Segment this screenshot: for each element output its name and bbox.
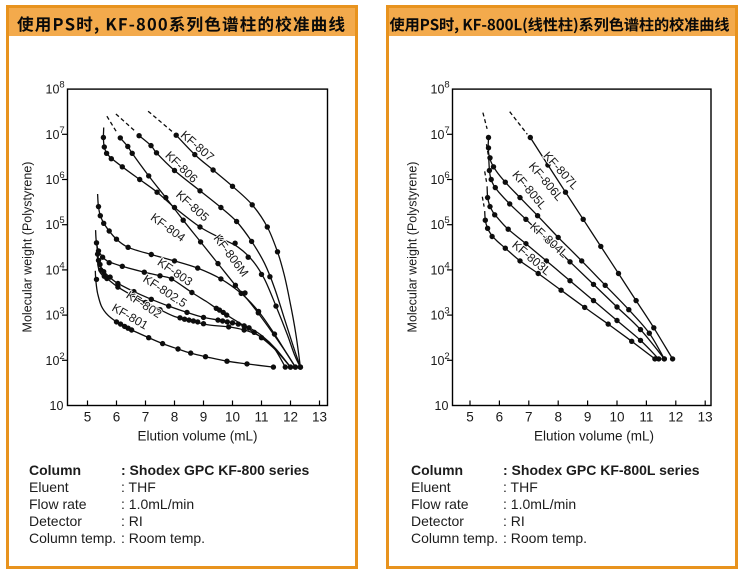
svg-text:5: 5: [466, 410, 474, 425]
svg-text:103: 103: [46, 306, 65, 323]
svg-text:10: 10: [50, 399, 64, 413]
svg-text:Elution volume (mL): Elution volume (mL): [534, 429, 654, 444]
svg-text:Molecular weight (Polystyrene): Molecular weight (Polystyrene): [406, 162, 420, 333]
svg-text:105: 105: [431, 215, 450, 232]
svg-text:8: 8: [554, 410, 562, 425]
svg-text:KF-806M: KF-806M: [211, 232, 252, 280]
svg-text:102: 102: [431, 351, 450, 368]
svg-text:7: 7: [525, 410, 533, 425]
svg-text:10: 10: [609, 410, 624, 425]
svg-text:104: 104: [46, 260, 65, 277]
svg-text:106: 106: [431, 170, 450, 187]
svg-text:KF-805: KF-805: [173, 188, 212, 225]
svg-text:7: 7: [142, 410, 150, 425]
svg-text:12: 12: [283, 410, 298, 425]
svg-text:11: 11: [639, 410, 653, 425]
svg-text:107: 107: [46, 125, 65, 142]
svg-text:108: 108: [46, 80, 65, 97]
svg-text:9: 9: [584, 410, 592, 425]
svg-text:KF-804: KF-804: [148, 210, 188, 245]
svg-text:12: 12: [668, 410, 683, 425]
svg-text:106: 106: [46, 170, 65, 187]
svg-text:9: 9: [200, 410, 208, 425]
svg-text:13: 13: [698, 410, 713, 425]
svg-text:6: 6: [496, 410, 504, 425]
svg-text:8: 8: [171, 410, 179, 425]
svg-text:Elution volume (mL): Elution volume (mL): [137, 429, 257, 444]
svg-text:105: 105: [46, 215, 65, 232]
svg-text:11: 11: [254, 410, 268, 425]
svg-text:6: 6: [113, 410, 121, 425]
svg-text:108: 108: [431, 80, 450, 97]
svg-text:103: 103: [431, 306, 450, 323]
svg-text:104: 104: [431, 260, 450, 277]
svg-text:10: 10: [225, 410, 240, 425]
svg-text:107: 107: [431, 125, 450, 142]
svg-text:Molecular weight (Polystyrene): Molecular weight (Polystyrene): [21, 162, 35, 333]
svg-text:13: 13: [312, 410, 327, 425]
svg-text:10: 10: [435, 399, 449, 413]
svg-text:102: 102: [46, 351, 65, 368]
svg-text:5: 5: [84, 410, 92, 425]
